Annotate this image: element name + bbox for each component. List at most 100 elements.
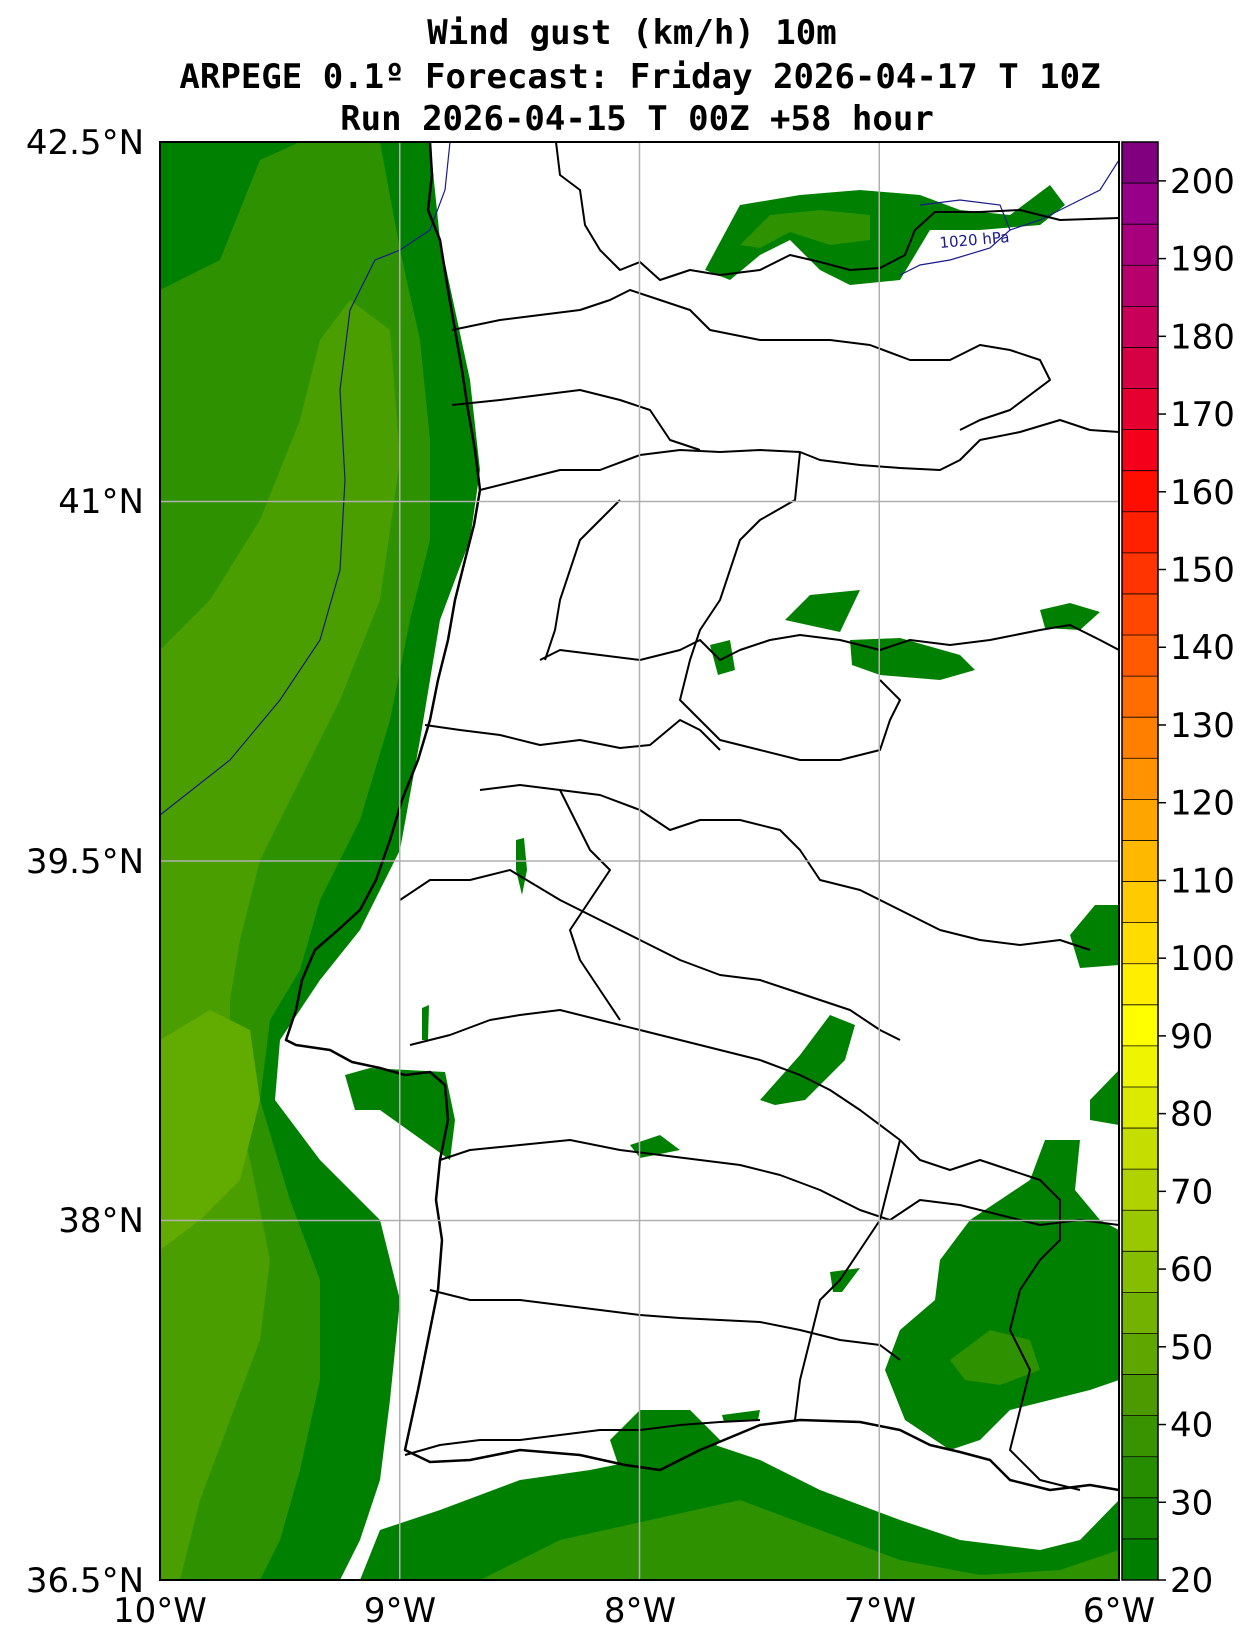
border-spain-north: [555, 142, 1119, 281]
y-tick-label-39-5n: 39.5°N: [26, 842, 144, 882]
colorbar-segment: [1122, 963, 1158, 1006]
colorbar-segment: [1122, 1497, 1158, 1540]
gust-field-central-streak: [516, 838, 527, 895]
colorbar-label: 50: [1170, 1328, 1213, 1368]
gust-field-ocean-core: [160, 300, 400, 1580]
colorbar-segment: [1122, 388, 1158, 431]
x-tick-label-7w: 7°W: [844, 1591, 916, 1631]
colorbar-segment: [1122, 511, 1158, 554]
isobar-1020-north: [919, 199, 1011, 231]
colorbar-segment: [1122, 922, 1158, 965]
gust-field-south-patch: [610, 1410, 720, 1480]
x-tick-label-6w: 6°W: [1083, 1591, 1155, 1631]
colorbar-label: 130: [1170, 706, 1235, 746]
colorbar-segment: [1122, 1045, 1158, 1088]
colorbar-segment: [1122, 758, 1158, 800]
isobar-1020: [160, 142, 451, 816]
title-line-2: ARPEGE 0.1º Forecast: Friday 2026-04-17 …: [179, 57, 1100, 97]
colorbar-segment: [1122, 265, 1158, 307]
colorbar-segment: [1122, 1415, 1158, 1458]
colorbar-segment: [1122, 635, 1158, 677]
colorbar-segment: [1122, 593, 1158, 636]
gust-field-se-patch-3: [1090, 1070, 1119, 1125]
colorbar-segment: [1122, 183, 1158, 225]
colorbar-labels: 20 30 40 50 60 70 80 90 100 110 120 130 140 150 160 170…: [1158, 162, 1235, 1601]
colorbar-segment: [1122, 799, 1158, 841]
colorbar-segment: [1122, 676, 1158, 718]
border-algarve: [404, 1419, 761, 1456]
x-axis-labels: 10°W 9°W 8°W 7°W 6°W: [113, 1591, 1155, 1631]
colorbar-label: 90: [1170, 1017, 1213, 1057]
colorbar-segment: [1122, 429, 1158, 472]
colorbar-segment: [1122, 347, 1158, 390]
colorbar-segment: [1122, 1086, 1158, 1129]
colorbar-label: 60: [1170, 1250, 1213, 1290]
border-tejo: [399, 869, 901, 1041]
colorbar-segment: [1122, 1538, 1158, 1581]
border-alentejo-central: [439, 1139, 1119, 1226]
colorbar-segment: [1122, 1292, 1158, 1334]
title-line-1: Wind gust (km/h) 10m: [427, 13, 836, 53]
border-alentejo-south: [429, 1289, 901, 1361]
border-north-inner: [451, 289, 1051, 431]
map-frame: [159, 141, 1120, 1581]
colorbar-label: 80: [1170, 1095, 1213, 1135]
colorbar-segment: [1122, 1251, 1158, 1293]
gust-field-ocean-peak: [160, 1010, 260, 1250]
border-west-1: [451, 389, 701, 451]
colorbar-label: 20: [1170, 1561, 1213, 1601]
colorbar-segment: [1122, 1210, 1158, 1252]
border-vertical-guadiana: [794, 1139, 901, 1421]
colorbar-segment: [1122, 306, 1158, 348]
gust-field-east-patch-2: [850, 638, 975, 680]
gust-field-east-patch-3: [1040, 603, 1100, 630]
gust-field-east-patch-4: [710, 640, 735, 675]
colorbar-label: 30: [1170, 1483, 1213, 1523]
colorbar-segment: [1122, 142, 1158, 184]
y-tick-label-36-5n: 36.5°N: [26, 1561, 144, 1601]
colorbar-label: 170: [1170, 395, 1235, 435]
colorbar: [1121, 141, 1159, 1581]
colorbar-segment: [1122, 881, 1158, 924]
border-mondego: [424, 719, 721, 751]
map-grid: [160, 142, 1119, 1580]
border-douro: [479, 419, 1119, 491]
x-tick-label-8w: 8°W: [604, 1591, 676, 1631]
gust-field-algarve-streak: [722, 1410, 760, 1422]
colorbar-label: 110: [1170, 861, 1235, 901]
colorbar-segment: [1122, 470, 1158, 513]
coastline: [284, 142, 1119, 1492]
border-central-3: [679, 451, 901, 761]
colorbar-segment: [1122, 1333, 1158, 1376]
gust-field-north-patch: [705, 185, 1065, 285]
border-centro-tejo: [479, 784, 1091, 951]
colorbar-label: 140: [1170, 628, 1235, 668]
colorbar-label: 160: [1170, 473, 1235, 513]
colorbar-segment: [1122, 1374, 1158, 1417]
gust-field-coast-streak: [422, 1005, 429, 1040]
y-tick-label-38n: 38°N: [58, 1201, 144, 1241]
colorbar-label: 100: [1170, 939, 1235, 979]
colorbar-segment: [1122, 552, 1158, 595]
gust-field-se-patch-1: [760, 1015, 855, 1105]
x-tick-label-9w: 9°W: [364, 1591, 436, 1631]
colorbar-label: 70: [1170, 1172, 1213, 1212]
border-alentejo-north: [409, 1009, 901, 1141]
colorbar-segment: [1122, 717, 1158, 759]
colorbar-label: 190: [1170, 240, 1235, 280]
y-axis-labels: 42.5°N 41°N 39.5°N 38°N 36.5°N: [26, 123, 144, 1601]
x-tick-label-10w: 10°W: [113, 1591, 207, 1631]
colorbar-segment: [1122, 1004, 1158, 1047]
colorbar-segment: [1122, 1128, 1158, 1170]
colorbar-segment: [1122, 224, 1158, 266]
colorbar-frame: [1121, 141, 1159, 1581]
gust-field-south-small: [830, 1268, 860, 1292]
colorbar-label: 180: [1170, 317, 1235, 357]
colorbar-label: 120: [1170, 784, 1235, 824]
gust-field-north-inner: [740, 210, 870, 248]
colorbar-label: 200: [1170, 162, 1235, 202]
title-line-3: Run 2026-04-15 T 00Z +58 hour: [340, 99, 934, 139]
gust-field-se-patch-2: [1070, 905, 1119, 968]
border-vertical-east: [899, 1139, 1081, 1491]
y-tick-label-42-5n: 42.5°N: [26, 123, 144, 163]
